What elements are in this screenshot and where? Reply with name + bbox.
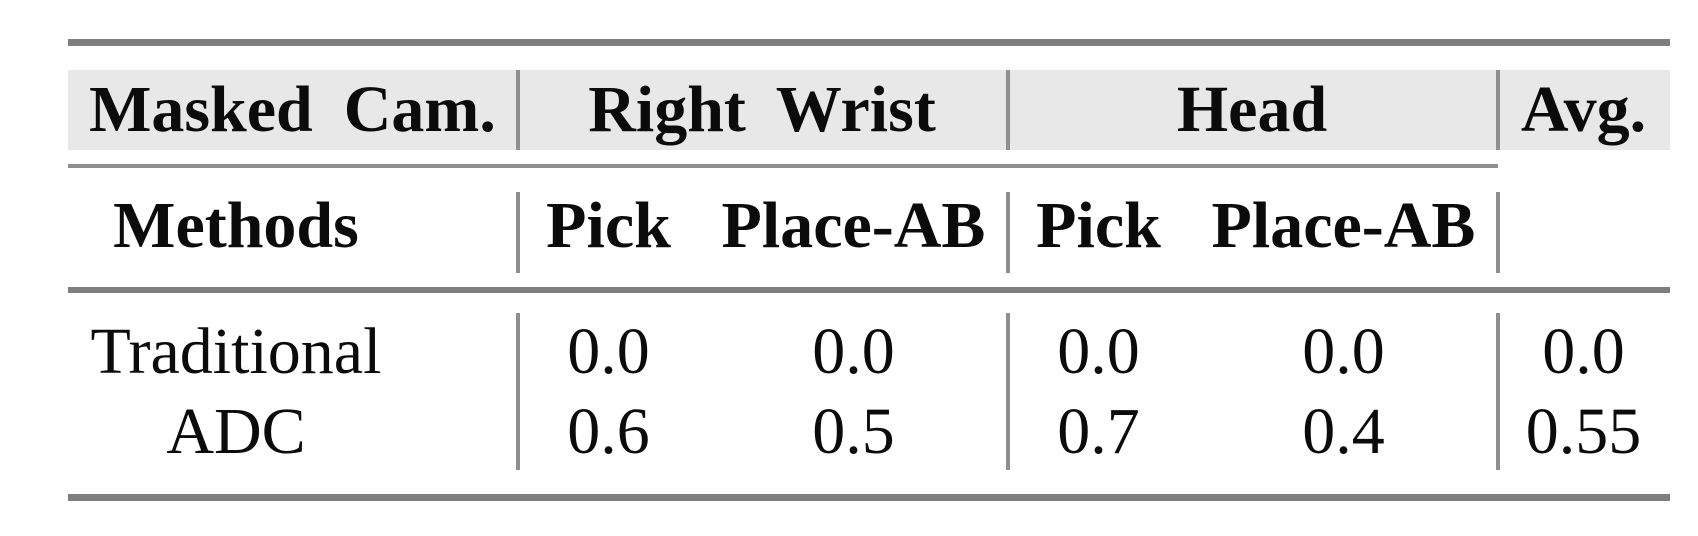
cell-value: 0.5 (812, 395, 895, 468)
cell-value: 0.7 (1057, 395, 1140, 468)
cell-value: 0.55 (1525, 395, 1642, 468)
header-masked-cam: Masked Cam. (89, 73, 496, 146)
column-separator (1006, 313, 1010, 470)
cell-value: 0.0 (1302, 315, 1385, 388)
column-separator (1006, 70, 1010, 150)
cell-value: 0.0 (567, 315, 650, 388)
column-separator (516, 70, 520, 150)
row-method-label: ADC (166, 395, 306, 468)
table-top-rule (68, 39, 1670, 46)
cell-value: 0.0 (1542, 315, 1625, 388)
header-methods: Methods (113, 189, 359, 262)
column-separator (1496, 70, 1500, 150)
column-separator (1496, 313, 1500, 470)
table-bottom-rule (68, 494, 1670, 501)
header-head-pick: Pick (1036, 189, 1161, 262)
cell-value: 0.4 (1302, 395, 1385, 468)
column-separator (516, 313, 520, 470)
header-head-place-ab: Place-AB (1211, 189, 1476, 262)
header-avg: Avg. (1520, 73, 1647, 146)
header-right-wrist-place-ab: Place-AB (721, 189, 986, 262)
header-right-wrist: Right Wrist (588, 73, 936, 146)
header-head: Head (1176, 73, 1328, 146)
column-separator (1006, 192, 1010, 273)
column-separator (516, 192, 520, 273)
column-separator (1496, 192, 1500, 273)
header-row-shading (68, 70, 1670, 150)
header-partial-rule (68, 164, 1498, 168)
header-body-divider-rule (68, 287, 1670, 293)
cell-value: 0.6 (567, 395, 650, 468)
cell-value: 0.0 (812, 315, 895, 388)
row-method-label: Traditional (90, 315, 382, 388)
cell-value: 0.0 (1057, 315, 1140, 388)
header-right-wrist-pick: Pick (546, 189, 671, 262)
